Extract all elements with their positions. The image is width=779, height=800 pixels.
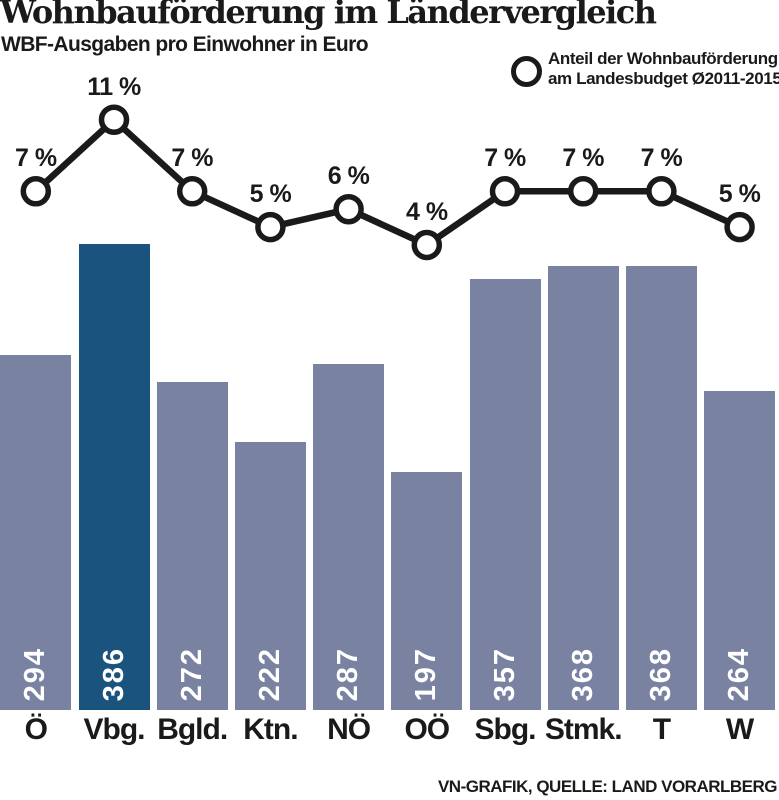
line-point-icon (489, 176, 521, 207)
x-label-W: W (725, 713, 754, 746)
line-value-label: 5 % (718, 180, 761, 209)
line-point-icon (333, 193, 364, 225)
line-point-icon (176, 176, 208, 207)
bar-T: 368 (625, 266, 697, 710)
bar-W: 264 (704, 391, 776, 710)
line-value-label: 6 % (327, 162, 370, 191)
bar-NÖ: 287 (313, 364, 385, 710)
x-label-T: T (652, 713, 671, 746)
line-value-label: 5 % (249, 180, 292, 209)
chart-subtitle: WBF-Ausgaben pro Einwohner in Euro (1, 33, 369, 56)
legend-label-line2: am Landesbudget Ø2011-2015 (548, 69, 779, 88)
bar-Ö: 294 (0, 355, 72, 710)
source-credit: VN-GRAFIK, QUELLE: LAND VORARLBERG (437, 777, 778, 796)
bar-value-label: 222 (253, 646, 286, 701)
line-point-icon (255, 211, 286, 243)
bar-Sbg.: 357 (469, 279, 541, 710)
line-point-icon (411, 229, 443, 261)
x-label-Ö: Ö (24, 713, 48, 746)
page-title: Wohnbauförderung im Ländervergleich (0, 0, 657, 31)
legend-label-line1: Anteil der Wohnbauförderung (548, 49, 778, 68)
line-point-icon (20, 176, 52, 207)
bar-OÖ: 197 (391, 472, 463, 710)
bar-value-label: 264 (723, 646, 756, 701)
x-label-OÖ: OÖ (404, 713, 450, 746)
bar-value-label: 287 (332, 646, 365, 701)
line-value-label: 7 % (562, 144, 604, 173)
bar-value-label: 357 (488, 646, 521, 701)
line-value-label: 11 % (87, 72, 141, 101)
x-label-Vbg.: Vbg. (83, 713, 146, 746)
line-point-icon (724, 211, 755, 243)
line-point-icon (646, 176, 677, 207)
bar-Stmk.: 368 (547, 266, 619, 710)
line-point-icon (98, 104, 130, 135)
bar-Bgld.: 272 (156, 382, 228, 710)
line-point-icon (567, 176, 599, 207)
bar-value-label: 272 (175, 646, 208, 701)
bar-Vbg.: 386 (78, 244, 150, 710)
x-label-NÖ: NÖ (327, 713, 371, 746)
bar-value-label: 197 (410, 646, 443, 701)
x-label-Ktn.: Ktn. (243, 713, 298, 746)
line-value-label: 7 % (171, 144, 213, 173)
x-label-Bgld.: Bgld. (157, 713, 228, 746)
legend: Anteil der Wohnbauförderung am Landesbud… (548, 49, 779, 89)
bar-value-label: 368 (644, 646, 677, 701)
line-value-label: 7 % (15, 144, 57, 173)
bar-value-label: 368 (566, 646, 599, 701)
bar-value-label: 294 (19, 646, 52, 701)
bar-Ktn.: 222 (234, 442, 306, 710)
x-label-Sbg.: Sbg. (474, 713, 537, 746)
line-value-label: 4 % (406, 198, 448, 226)
bar-value-label: 386 (97, 646, 130, 701)
line-value-label: 7 % (484, 144, 526, 173)
circle-marker-icon (511, 56, 542, 87)
line-value-label: 7 % (640, 144, 683, 173)
x-label-Stmk.: Stmk. (544, 713, 623, 746)
